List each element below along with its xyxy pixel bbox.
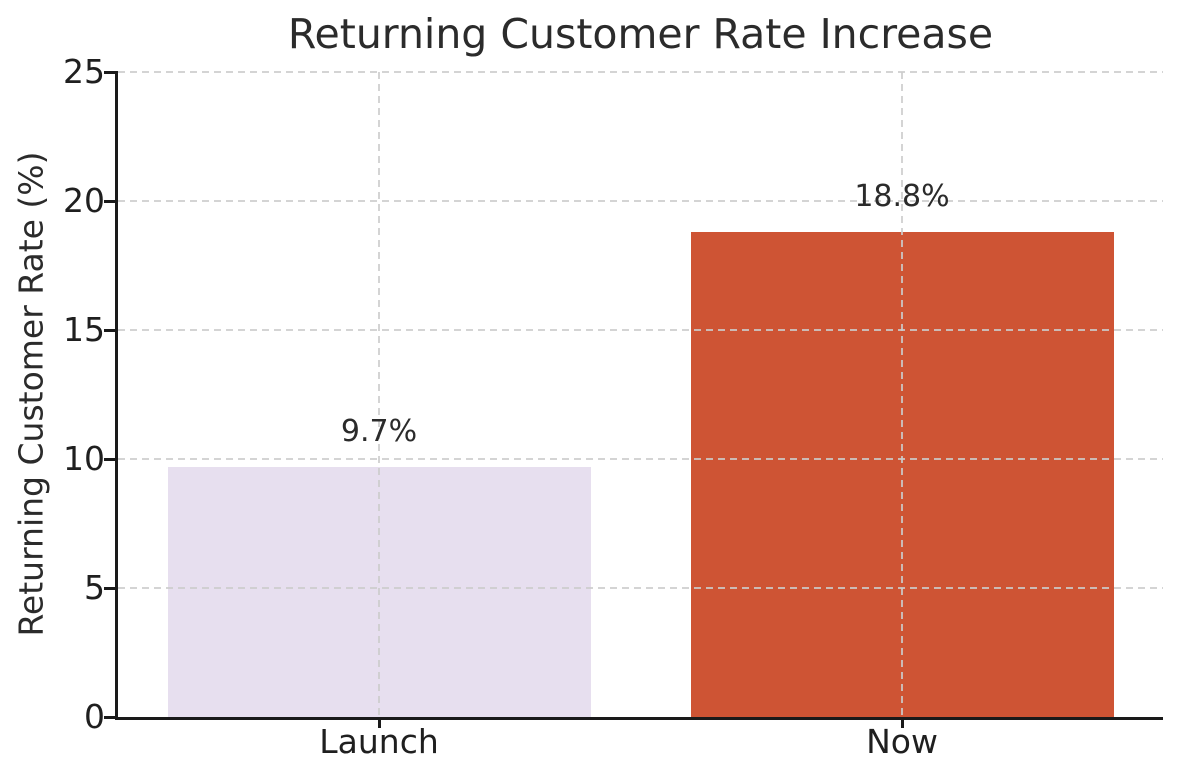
y-axis-label: Returning Customer Rate (%): [11, 151, 51, 637]
y-tick-label-25: 25: [63, 52, 105, 91]
y-axis-spine: [115, 72, 118, 720]
gridline-horizontal-15: [118, 329, 1163, 331]
x-tick-label-now: Now: [866, 722, 938, 761]
gridline-horizontal-20: [118, 200, 1163, 202]
y-tick-mark: [104, 70, 118, 74]
y-tick-label-15: 15: [63, 310, 105, 349]
x-tick-mark: [377, 719, 381, 728]
y-tick-label-10: 10: [63, 439, 105, 478]
y-tick-label-0: 0: [84, 697, 105, 736]
y-tick-mark: [104, 715, 118, 719]
gridline-horizontal-10: [118, 458, 1163, 460]
gridline-vertical-launch: [378, 72, 380, 717]
x-tick-label-launch: Launch: [319, 722, 439, 761]
y-tick-label-5: 5: [84, 568, 105, 607]
x-tick-mark: [900, 719, 904, 728]
x-axis-spine: [115, 717, 1163, 720]
y-tick-label-20: 20: [63, 181, 105, 220]
y-tick-mark: [104, 457, 118, 461]
y-tick-mark: [104, 328, 118, 332]
y-tick-mark: [104, 586, 118, 590]
chart-title: Returning Customer Rate Increase: [287, 10, 994, 58]
gridline-vertical-now: [901, 72, 903, 717]
y-tick-mark: [104, 199, 118, 203]
gridline-horizontal-25: [118, 71, 1163, 73]
bar-value-label-launch: 9.7%: [340, 414, 418, 449]
gridline-horizontal-5: [118, 587, 1163, 589]
plot-area: [118, 71, 1163, 717]
bar-value-label-now: 18.8%: [854, 179, 950, 214]
